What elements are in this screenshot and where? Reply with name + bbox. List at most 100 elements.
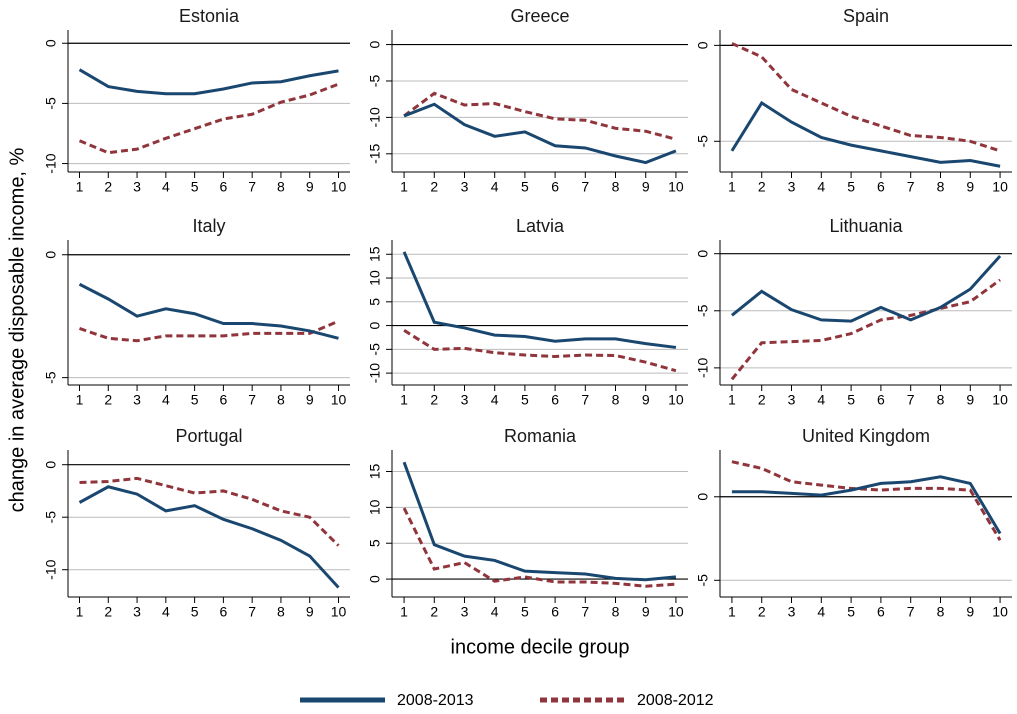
x-tick-label: 7 xyxy=(248,179,256,195)
x-tick-label: 5 xyxy=(847,179,855,195)
panel-title: Spain xyxy=(843,6,889,26)
panel-title: Greece xyxy=(510,6,569,26)
x-tick-label: 1 xyxy=(728,179,736,195)
panel-title: Latvia xyxy=(516,216,565,236)
x-tick-label: 4 xyxy=(491,392,499,408)
x-tick-label: 6 xyxy=(877,392,885,408)
y-tick-label: -10 xyxy=(367,107,383,127)
x-tick-label: 10 xyxy=(668,604,684,620)
x-tick-label: 9 xyxy=(966,604,974,620)
y-tick-label: 15 xyxy=(367,246,383,262)
x-tick-label: 8 xyxy=(937,179,945,195)
y-tick-label: 10 xyxy=(367,270,383,286)
x-tick-label: 8 xyxy=(612,179,620,195)
y-tick-label: 0 xyxy=(695,250,711,258)
x-tick-label: 1 xyxy=(728,392,736,408)
series-line xyxy=(79,319,340,343)
x-tick-label: 3 xyxy=(461,179,469,195)
y-tick-label: 5 xyxy=(367,298,383,306)
y-tick-label: 0 xyxy=(695,41,711,49)
x-tick-label: 5 xyxy=(521,604,529,620)
y-tick-label: 0 xyxy=(367,321,383,329)
x-tick-label: 2 xyxy=(758,179,766,195)
x-tick-label: 8 xyxy=(937,392,945,408)
panel-title: United Kingdom xyxy=(802,426,930,446)
x-tick-label: 7 xyxy=(248,392,256,408)
x-tick-label: 6 xyxy=(219,179,227,195)
series-line xyxy=(78,82,340,155)
x-tick-label: 10 xyxy=(331,179,347,195)
x-tick-label: 4 xyxy=(817,604,825,620)
x-tick-label: 9 xyxy=(306,179,314,195)
x-tick-label: 3 xyxy=(133,179,141,195)
x-tick-label: 10 xyxy=(331,604,347,620)
panel-title: Romania xyxy=(504,426,577,446)
y-tick-label: -5 xyxy=(695,135,711,148)
y-tick-label: -10 xyxy=(43,559,59,579)
x-tick-label: 3 xyxy=(788,604,796,620)
y-tick-label: -5 xyxy=(43,371,59,384)
x-tick-label: 6 xyxy=(877,179,885,195)
series-line xyxy=(403,102,677,165)
x-tick-label: 1 xyxy=(400,392,408,408)
y-tick-label: 0 xyxy=(43,251,59,259)
x-tick-label: 6 xyxy=(551,392,559,408)
x-tick-label: 7 xyxy=(907,392,915,408)
series-line xyxy=(402,251,677,349)
x-tick-label: 4 xyxy=(817,179,825,195)
x-tick-label: 6 xyxy=(551,604,559,620)
series-line xyxy=(730,254,1002,323)
x-tick-label: 1 xyxy=(400,604,408,620)
x-tick-label: 9 xyxy=(306,604,314,620)
series-line xyxy=(731,42,1001,153)
x-tick-label: 9 xyxy=(642,392,650,408)
x-tick-label: 10 xyxy=(992,604,1008,620)
legend-label: 2008-2012 xyxy=(637,692,714,709)
y-tick-label: -5 xyxy=(367,75,383,88)
x-axis-label: income decile group xyxy=(451,636,630,658)
x-tick-label: 7 xyxy=(907,604,915,620)
x-tick-label: 5 xyxy=(847,604,855,620)
x-tick-label: 2 xyxy=(758,392,766,408)
x-tick-label: 5 xyxy=(191,392,199,408)
y-tick-label: 0 xyxy=(367,575,383,583)
series-line xyxy=(403,91,677,141)
x-tick-label: 5 xyxy=(191,179,199,195)
x-tick-label: 3 xyxy=(461,604,469,620)
y-axis-label: change in average disposable income, % xyxy=(6,147,28,512)
x-tick-label: 4 xyxy=(491,179,499,195)
x-tick-label: 9 xyxy=(642,179,650,195)
x-tick-label: 5 xyxy=(847,392,855,408)
x-tick-label: 3 xyxy=(788,392,796,408)
x-tick-label: 1 xyxy=(76,179,84,195)
x-tick-label: 2 xyxy=(430,604,438,620)
x-tick-label: 3 xyxy=(788,179,796,195)
x-tick-label: 2 xyxy=(430,392,438,408)
y-tick-label: -10 xyxy=(43,153,59,173)
x-tick-label: 9 xyxy=(306,392,314,408)
y-tick-label: 10 xyxy=(367,499,383,515)
x-tick-label: 7 xyxy=(581,392,589,408)
panel-title: Portugal xyxy=(175,426,242,446)
x-tick-label: 2 xyxy=(758,604,766,620)
x-tick-label: 10 xyxy=(992,179,1008,195)
x-tick-label: 10 xyxy=(668,392,684,408)
y-tick-label: -5 xyxy=(367,343,383,356)
y-tick-label: -5 xyxy=(695,574,711,587)
x-tick-label: 10 xyxy=(992,392,1008,408)
x-tick-label: 2 xyxy=(430,179,438,195)
series-line xyxy=(403,329,677,373)
y-tick-label: -10 xyxy=(695,358,711,378)
x-tick-label: 8 xyxy=(937,604,945,620)
legend-label: 2008-2013 xyxy=(397,692,474,709)
x-tick-label: 3 xyxy=(461,392,469,408)
x-tick-label: 1 xyxy=(76,604,84,620)
x-tick-label: 8 xyxy=(277,604,285,620)
x-tick-label: 8 xyxy=(277,392,285,408)
x-tick-label: 3 xyxy=(133,392,141,408)
x-tick-label: 7 xyxy=(907,179,915,195)
x-tick-label: 5 xyxy=(521,179,529,195)
series-line xyxy=(730,100,1001,168)
